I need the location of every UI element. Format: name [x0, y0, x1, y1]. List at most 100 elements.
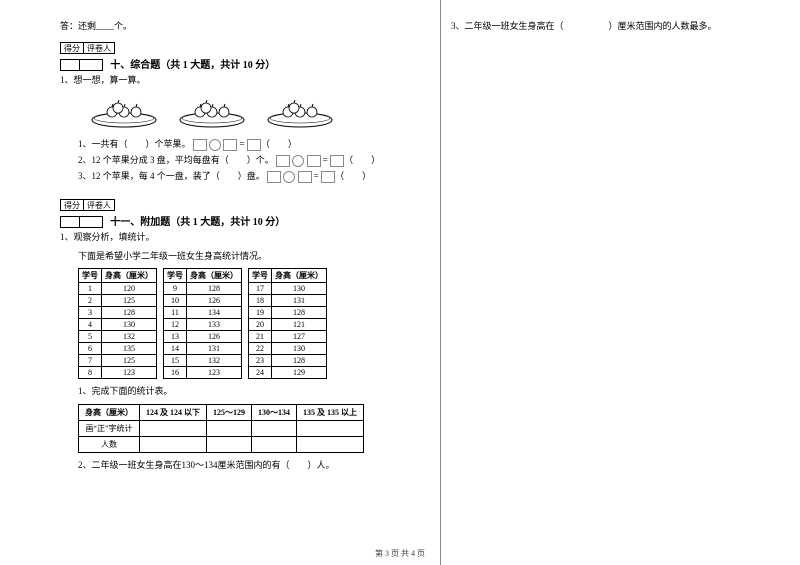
height-table-1: 学号身高（厘米） 1120212531284130513261357125812… — [78, 268, 157, 379]
table-cell: 130 — [272, 343, 327, 355]
page-container: 答：还剩____个。 得分评卷人 十、综合题（共 1 大题，共计 10 分） 1… — [0, 0, 800, 565]
table-row: 3128 — [79, 307, 157, 319]
table-cell: 128 — [272, 355, 327, 367]
score-blank — [60, 216, 80, 228]
table-cell: 21 — [249, 331, 272, 343]
stat-cell[interactable] — [252, 420, 297, 436]
eqn-3: 3、12 个苹果，每 4 个一盘，装了（ ）盘。 = （ ） — [78, 168, 430, 184]
height-tables: 学号身高（厘米） 1120212531284130513261357125812… — [78, 268, 430, 379]
score-box-11: 得分评卷人 — [60, 199, 430, 211]
table-cell: 133 — [187, 319, 242, 331]
table-cell: 6 — [79, 343, 102, 355]
box[interactable] — [247, 139, 261, 151]
table-cell: 125 — [102, 355, 157, 367]
stat-cell[interactable] — [207, 436, 252, 452]
box[interactable] — [276, 155, 290, 167]
op-circle[interactable] — [292, 155, 304, 167]
th-id: 学号 — [164, 269, 187, 283]
stat-cell[interactable] — [252, 436, 297, 452]
section-10-title-row: 十、综合题（共 1 大题，共计 10 分） — [60, 56, 430, 72]
table-cell: 10 — [164, 295, 187, 307]
th-id: 学号 — [79, 269, 102, 283]
table-row: 18131 — [249, 295, 327, 307]
table-cell: 128 — [187, 283, 242, 295]
op-circle[interactable] — [209, 139, 221, 151]
table-cell: 123 — [187, 367, 242, 379]
table-cell: 13 — [164, 331, 187, 343]
table-cell: 20 — [249, 319, 272, 331]
table-cell: 120 — [102, 283, 157, 295]
stat-r1: 画“正”字统计 — [79, 420, 140, 436]
th-h: 身高（厘米） — [272, 269, 327, 283]
table-row: 24129 — [249, 367, 327, 379]
table-cell: 9 — [164, 283, 187, 295]
table-cell: 4 — [79, 319, 102, 331]
height-table-3: 学号身高（厘米） 1713018131191282012121127221302… — [248, 268, 327, 379]
q11-1: 1、观察分析，填统计。 — [60, 231, 430, 245]
stat-table: 身高（厘米） 124 及 124 以下 125～129 130～134 135 … — [78, 404, 364, 453]
score-label: 得分 — [60, 199, 84, 211]
stat-cell[interactable] — [207, 420, 252, 436]
box[interactable] — [193, 139, 207, 151]
table-cell: 129 — [272, 367, 327, 379]
table-row: 15132 — [164, 355, 242, 367]
section-10-title: 十、综合题（共 1 大题，共计 10 分） — [110, 56, 275, 71]
q10-1: 1、想一想，算一算。 — [60, 74, 430, 88]
table-row: 21127 — [249, 331, 327, 343]
table-cell: 17 — [249, 283, 272, 295]
stat-h4: 135 及 135 以上 — [297, 404, 364, 420]
table-row: 12133 — [164, 319, 242, 331]
table-cell: 135 — [102, 343, 157, 355]
table-row: 1120 — [79, 283, 157, 295]
table-cell: 2 — [79, 295, 102, 307]
table-row: 6135 — [79, 343, 157, 355]
stat-cell[interactable] — [297, 420, 364, 436]
sub2-text: 2、12 个苹果分成 3 盘，平均每盘有（ ）个。 — [78, 155, 274, 165]
grader-label: 评卷人 — [83, 199, 115, 211]
table-cell: 121 — [272, 319, 327, 331]
eqn-2: 2、12 个苹果分成 3 盘，平均每盘有（ ）个。 = （ ） — [78, 152, 430, 168]
table-row: 4130 — [79, 319, 157, 331]
right-column: 3、二年级一班女生身高在（ ）厘米范围内的人数最多。 — [440, 0, 800, 565]
box[interactable] — [298, 171, 312, 183]
op-circle[interactable] — [283, 171, 295, 183]
table-cell: 128 — [272, 307, 327, 319]
sub3-text: 3、12 个苹果，每 4 个一盘，装了（ ）盘。 — [78, 171, 265, 181]
section-11-title-row: 十一、附加题（共 1 大题，共计 10 分） — [60, 213, 430, 229]
score-label: 得分 — [60, 42, 84, 54]
table-row: 17130 — [249, 283, 327, 295]
section-11-title: 十一、附加题（共 1 大题，共计 10 分） — [110, 213, 285, 228]
box[interactable] — [307, 155, 321, 167]
table-cell: 14 — [164, 343, 187, 355]
table-cell: 132 — [187, 355, 242, 367]
left-column: 答：还剩____个。 得分评卷人 十、综合题（共 1 大题，共计 10 分） 1… — [0, 0, 440, 565]
table-cell: 130 — [272, 283, 327, 295]
stat-cell[interactable] — [297, 436, 364, 452]
stat-cell[interactable] — [140, 436, 207, 452]
table-cell: 7 — [79, 355, 102, 367]
stat-cell[interactable] — [140, 420, 207, 436]
table-row: 10126 — [164, 295, 242, 307]
table-cell: 11 — [164, 307, 187, 319]
table-cell: 1 — [79, 283, 102, 295]
table-cell: 24 — [249, 367, 272, 379]
answer-line: 答：还剩____个。 — [60, 20, 430, 34]
table-row: 7125 — [79, 355, 157, 367]
table-cell: 5 — [79, 331, 102, 343]
table-cell: 127 — [272, 331, 327, 343]
table-row: 13126 — [164, 331, 242, 343]
table-cell: 132 — [102, 331, 157, 343]
table-row: 11134 — [164, 307, 242, 319]
box[interactable] — [223, 139, 237, 151]
box[interactable] — [330, 155, 344, 167]
table-cell: 134 — [187, 307, 242, 319]
box[interactable] — [321, 171, 335, 183]
page-footer: 第 3 页 共 4 页 — [0, 548, 800, 559]
th-h: 身高（厘米） — [187, 269, 242, 283]
box[interactable] — [267, 171, 281, 183]
stat-h0: 身高（厘米） — [79, 404, 140, 420]
table-cell: 22 — [249, 343, 272, 355]
answer-text: 答：还剩____个。 — [60, 21, 132, 31]
q11-intro: 下面是希望小学二年级一班女生身高统计情况。 — [78, 250, 430, 264]
table-cell: 123 — [102, 367, 157, 379]
